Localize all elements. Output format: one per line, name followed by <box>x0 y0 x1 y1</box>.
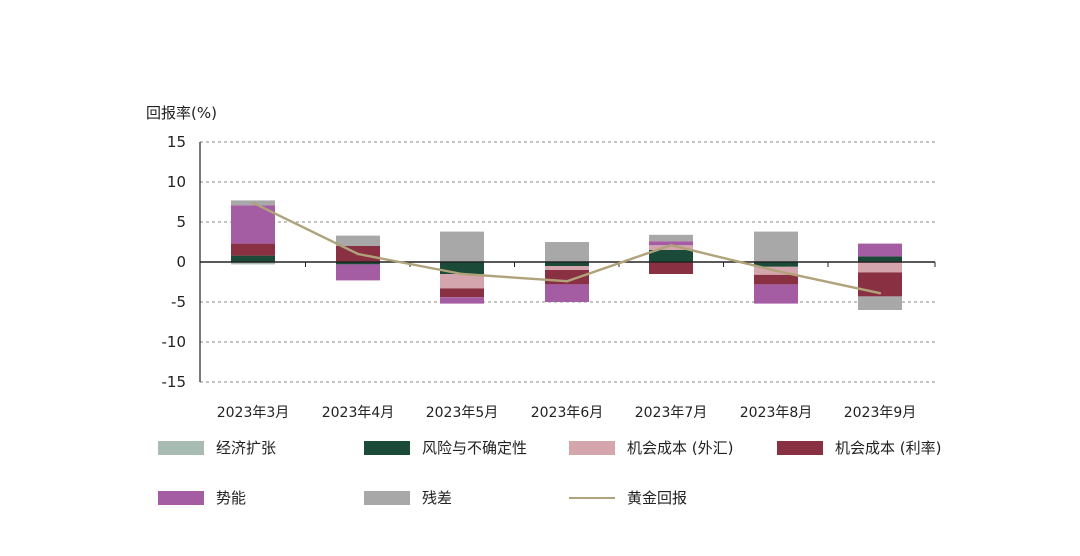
gold-return-line <box>251 201 882 295</box>
x-tick-label: 2023年7月 <box>635 405 708 421</box>
x-tick-label: 2023年3月 <box>217 405 290 421</box>
bar-segment <box>858 262 902 273</box>
bar-segment <box>754 231 798 262</box>
line-point <box>669 244 673 247</box>
line-point <box>774 269 778 272</box>
y-tick-label: 15 <box>167 133 186 151</box>
bar-segment <box>336 264 380 281</box>
x-tick-label: 2023年9月 <box>844 405 917 421</box>
bar-segment <box>231 255 275 262</box>
x-tick-label: 2023年6月 <box>531 405 604 421</box>
y-tick-label: 5 <box>176 213 186 231</box>
bar-segment <box>440 288 484 298</box>
x-tick-label: 2023年5月 <box>426 405 499 421</box>
line-point <box>356 252 360 256</box>
bar-segment <box>858 256 902 262</box>
bar-segment <box>545 242 589 262</box>
y-tick-label: -10 <box>162 333 187 351</box>
bar-segment <box>440 297 484 304</box>
x-tick-label: 2023年8月 <box>740 405 813 421</box>
y-tick-label: 10 <box>167 173 186 191</box>
bar-segment <box>231 205 275 244</box>
x-tick-label: 2023年4月 <box>322 405 395 421</box>
axes <box>199 142 936 382</box>
bar-segment <box>545 284 589 302</box>
bar-segment <box>649 241 693 246</box>
y-axis-ticks: 15 10 5 0 -5 -10 -15 <box>162 133 187 391</box>
y-tick-label: -5 <box>171 293 186 311</box>
bar-segment <box>649 262 693 274</box>
bar-segment <box>440 274 484 289</box>
line-point <box>878 292 882 295</box>
line-point <box>251 201 255 204</box>
bar-segment <box>231 262 275 265</box>
bar-segment <box>858 243 902 257</box>
bar-segment <box>649 250 693 262</box>
bar-segment <box>336 262 380 265</box>
bar-segment <box>545 262 589 266</box>
bar-segment <box>754 284 798 304</box>
x-axis-ticks: 2023年3月 2023年4月 2023年5月 2023年6月 2023年7月 2023年… <box>217 405 917 421</box>
bar-segment <box>231 243 275 256</box>
bars <box>231 200 902 310</box>
bar-segment <box>649 234 693 242</box>
bar-segment <box>545 266 589 270</box>
y-axis-title: 回报率(%) <box>146 104 217 122</box>
bar-segment <box>858 296 902 310</box>
bar-segment <box>754 274 798 285</box>
y-tick-label: 0 <box>176 253 186 271</box>
y-tick-label: -15 <box>162 373 187 391</box>
bar-segment <box>440 231 484 262</box>
bar-segment <box>336 235 380 246</box>
grid-lines <box>200 141 935 383</box>
bar-segment <box>649 245 693 250</box>
bar-segment <box>754 262 798 267</box>
line-point <box>565 280 569 283</box>
line-point <box>460 272 464 276</box>
